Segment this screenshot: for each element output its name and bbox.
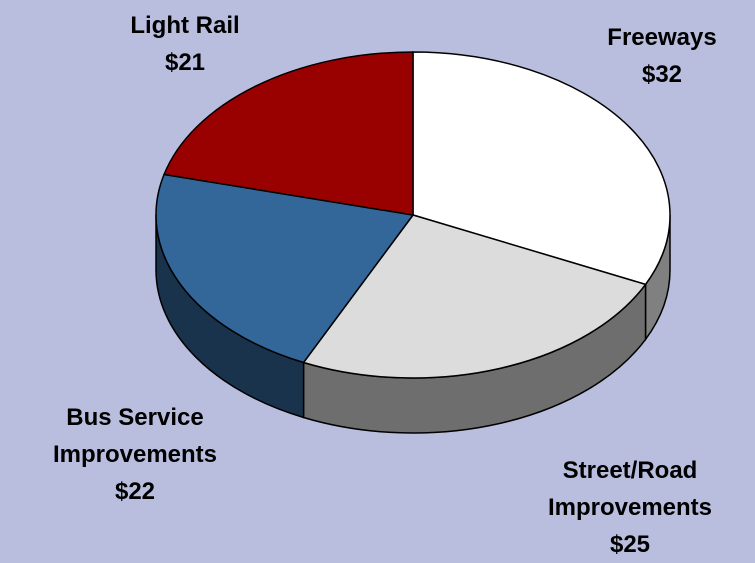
category-name: Bus Service Improvements: [52, 404, 218, 468]
slice-label: Street/Road Improvements $25: [510, 452, 750, 563]
slice-label: Bus Service Improvements $22: [15, 399, 255, 510]
value-label: $22: [114, 478, 156, 505]
slice: [302, 214, 647, 379]
value-label: $21: [164, 49, 206, 76]
value-label: $32: [641, 61, 683, 88]
category-name: Street/Road Improvements: [547, 457, 713, 521]
slice-label: Freeways $32: [587, 19, 737, 93]
value-label: $25: [609, 531, 651, 558]
slice: [412, 51, 671, 286]
category-name: Light Rail: [130, 12, 240, 39]
category-name: Freeways: [607, 24, 717, 51]
slice-label: Light Rail $21: [85, 7, 285, 81]
slice: [163, 51, 414, 216]
slice: [155, 173, 415, 364]
